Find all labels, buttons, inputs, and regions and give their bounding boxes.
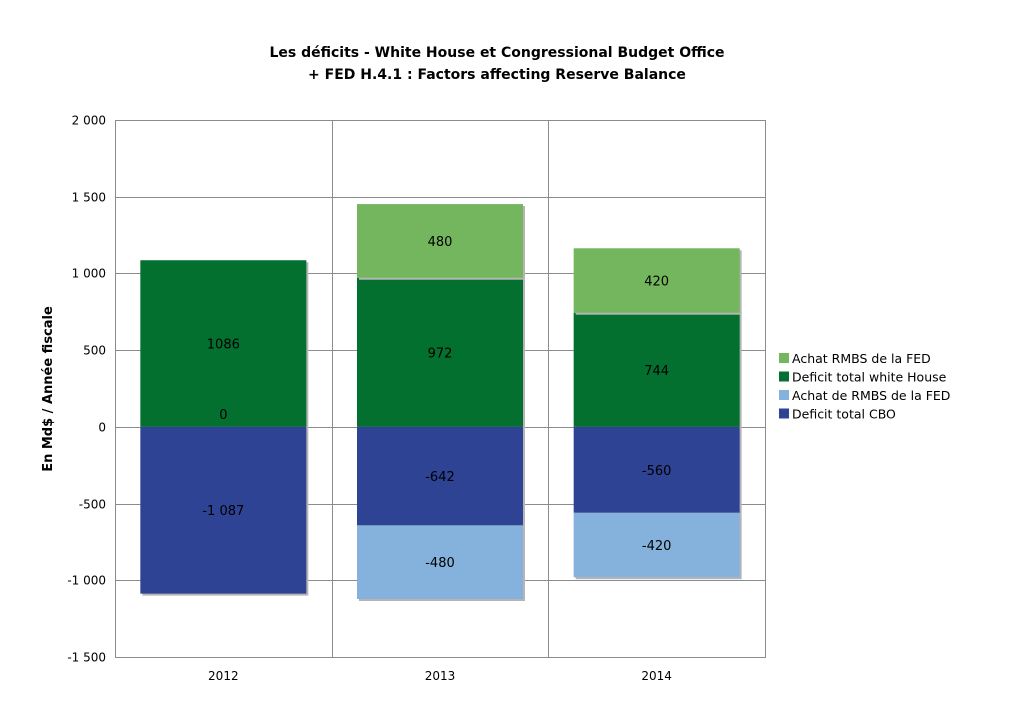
data-label-2014-deficit-total-white-house: 744 bbox=[644, 364, 669, 379]
y-tick-label-5: -500 bbox=[79, 498, 106, 512]
legend-swatch-2 bbox=[779, 390, 789, 400]
legend: Achat RMBS de la FED Deficit total white … bbox=[779, 351, 950, 422]
y-tick-label-3: 500 bbox=[83, 344, 106, 358]
y-tick-label-0: 2 000 bbox=[72, 114, 106, 128]
bar-2013-achat-de-rmbs-de-la-fed bbox=[357, 525, 523, 600]
data-label-2014-deficit-total-cbo: -560 bbox=[642, 464, 672, 479]
chart-title: Les déficits - White House et Congressio… bbox=[269, 45, 724, 61]
x-tick-label-2: 2014 bbox=[641, 669, 672, 683]
y-tick-label-1: 1 500 bbox=[72, 191, 106, 205]
data-label-2012-deficit-total-cbo: -1 087 bbox=[202, 504, 244, 519]
bar-2014-deficit-total-cbo bbox=[573, 426, 740, 513]
data-label-2013-deficit-total-white-house: 972 bbox=[428, 346, 453, 361]
legend-swatch-3 bbox=[779, 408, 789, 419]
legend-label-1: Deficit total white House bbox=[792, 370, 947, 385]
legend-label-3: Deficit total CBO bbox=[792, 407, 896, 422]
data-labels-group: 1086 -1 087 0 972 480 -642 -480 744 420 -560 -420 bbox=[202, 235, 671, 571]
y-tick-label-7: -1 500 bbox=[67, 651, 106, 665]
data-label-2013-achat-rmbs-de-la-fed: 480 bbox=[428, 235, 453, 250]
x-tick-labels: 2012 2013 2014 bbox=[208, 669, 672, 683]
bar-2012-deficit-total-white-house bbox=[140, 260, 307, 427]
data-label-2013-achat-de-rmbs-de-la-fed: -480 bbox=[425, 556, 455, 571]
data-label-2013-deficit-total-cbo: -642 bbox=[425, 470, 455, 485]
data-label-2012-achat-de-rmbs-de-la-fed: 0 bbox=[219, 408, 227, 423]
y-axis-title: En Md$ / Année fiscale bbox=[41, 306, 56, 472]
bar-2013-achat-rmbs-de-la-fed bbox=[357, 204, 523, 278]
bar-2014-achat-de-rmbs-de-la-fed bbox=[573, 512, 740, 578]
data-label-2014-achat-de-rmbs-de-la-fed: -420 bbox=[642, 539, 672, 554]
legend-swatch-0 bbox=[779, 353, 789, 363]
data-label-2014-achat-rmbs-de-la-fed: 420 bbox=[644, 274, 669, 289]
data-label-2012-deficit-total-white-house: 1086 bbox=[207, 338, 240, 353]
bar-2013-deficit-total-cbo bbox=[357, 426, 523, 526]
bars-group bbox=[140, 204, 742, 602]
bar-2014-achat-rmbs-de-la-fed bbox=[573, 248, 740, 313]
y-tick-label-6: -1 000 bbox=[67, 574, 106, 588]
y-tick-labels: 2 000 1 500 1 000 500 0 -500 -1 000 -1 500 bbox=[67, 114, 106, 665]
bar-2013-deficit-total-white-house bbox=[357, 277, 523, 427]
y-tick-label-2: 1 000 bbox=[72, 267, 106, 281]
y-tick-label-4: 0 bbox=[98, 421, 106, 435]
legend-label-2: Achat de RMBS de la FED bbox=[792, 388, 950, 403]
axes-group bbox=[115, 120, 766, 658]
x-tick-label-1: 2013 bbox=[425, 669, 456, 683]
chart-subtitle: + FED H.4.1 : Factors affecting Reserve … bbox=[308, 67, 686, 83]
bar-2014-deficit-total-white-house bbox=[573, 312, 740, 427]
legend-swatch-1 bbox=[779, 371, 789, 382]
plot-frame bbox=[115, 120, 766, 658]
legend-label-0: Achat RMBS de la FED bbox=[792, 351, 931, 366]
bar-2012-deficit-total-cbo bbox=[140, 426, 307, 594]
x-tick-label-0: 2012 bbox=[208, 669, 239, 683]
